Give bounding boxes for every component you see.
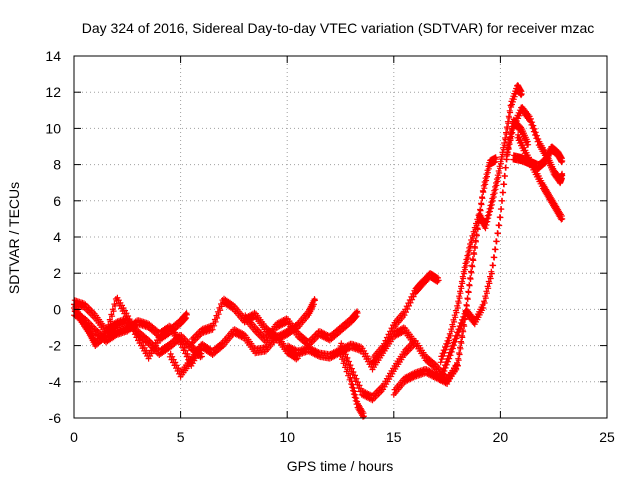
series-points — [390, 154, 500, 398]
x-axis-label: GPS time / hours — [287, 458, 394, 474]
data-point-markers — [510, 143, 566, 172]
x-tick-label: 10 — [279, 429, 295, 445]
y-axis-label: SDTVAR / TECUs — [6, 182, 22, 294]
series-points — [437, 82, 525, 366]
y-tick-label: 8 — [53, 157, 61, 173]
data-point-markers — [241, 308, 361, 349]
y-tick-label: -2 — [49, 338, 62, 354]
y-tick-labels: -6 -4 -2 0 2 4 6 8 10 12 14 — [45, 48, 61, 426]
y-tick-label: 4 — [53, 229, 61, 245]
x-tick-label: 25 — [599, 429, 615, 445]
x-tick-label: 20 — [493, 429, 509, 445]
data-point-markers — [390, 154, 500, 398]
data-point-markers — [369, 270, 442, 366]
series-points — [510, 143, 566, 172]
data-point-markers — [337, 337, 461, 404]
x-tick-label: 0 — [70, 429, 78, 445]
series-points — [503, 104, 566, 187]
y-tick-label: 2 — [53, 265, 61, 281]
y-tick-label: 14 — [45, 48, 61, 64]
series-points — [241, 308, 361, 349]
y-tick-label: 0 — [53, 301, 61, 317]
y-tick-label: -6 — [49, 410, 62, 426]
x-tick-labels: 0 5 10 15 20 25 — [70, 429, 615, 445]
y-tick-label: -4 — [49, 374, 62, 390]
series-points — [369, 270, 442, 366]
x-tick-label: 15 — [386, 429, 402, 445]
y-tick-label: 12 — [45, 84, 61, 100]
axis-ticks — [73, 55, 608, 419]
chart-title: Day 324 of 2016, Sidereal Day-to-day VTE… — [82, 20, 595, 36]
x-tick-label: 5 — [177, 429, 185, 445]
y-tick-label: 6 — [53, 193, 61, 209]
data-points — [71, 82, 566, 420]
series-points — [337, 349, 367, 420]
data-point-markers — [437, 82, 525, 366]
series-points — [337, 337, 461, 404]
y-tick-label: 10 — [45, 120, 61, 136]
data-point-markers — [503, 104, 566, 187]
data-point-markers — [337, 349, 367, 420]
